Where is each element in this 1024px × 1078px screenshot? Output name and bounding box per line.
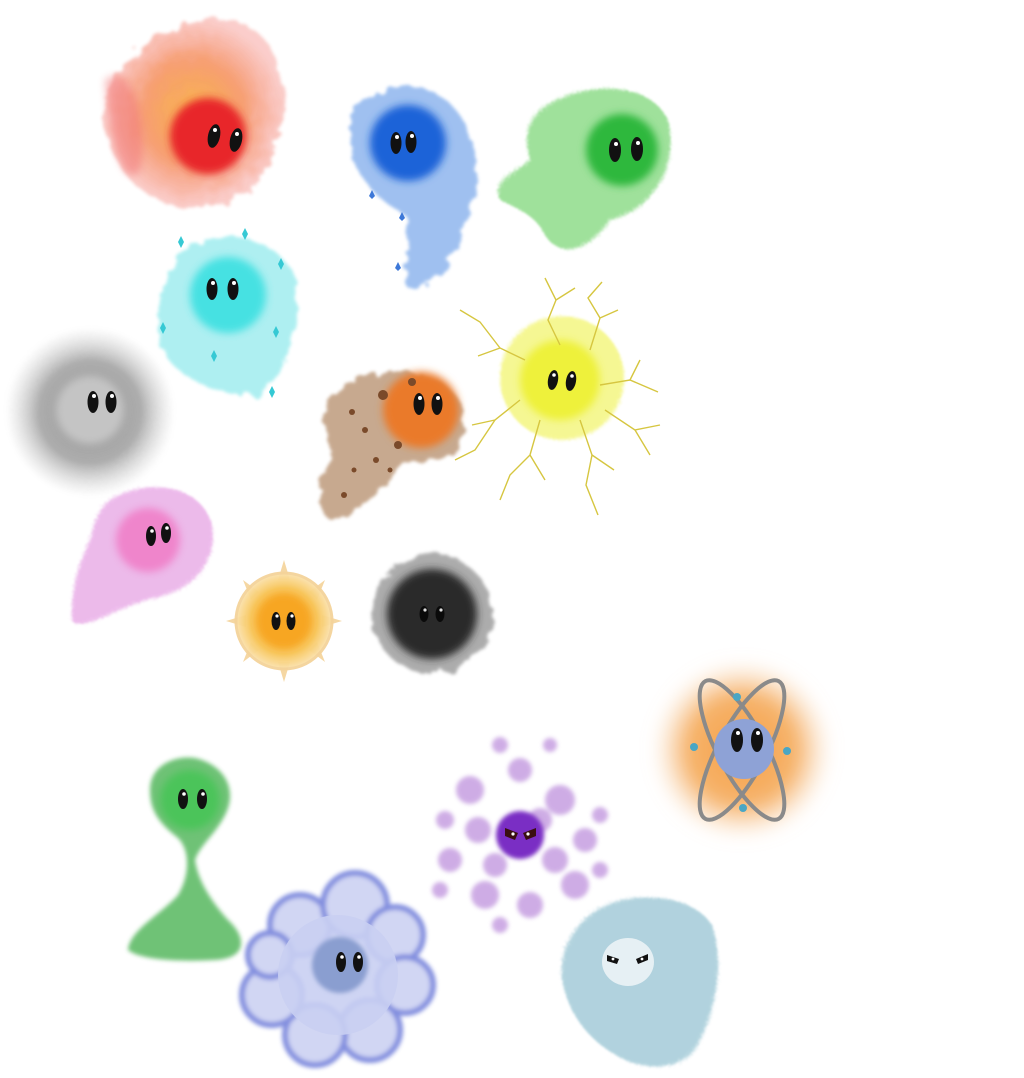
atom-spirit — [652, 660, 832, 840]
water-spirit — [350, 86, 477, 290]
smoke-spirit-eyes — [87, 391, 117, 413]
earth-spirit — [318, 370, 464, 520]
poison-spirit-eyes — [505, 828, 536, 840]
shadow-spirit-eyes — [419, 606, 445, 622]
water-spirit-eyes — [390, 131, 417, 154]
shadow-spirit — [372, 554, 492, 674]
fire-spirit-eyes — [207, 124, 243, 152]
atom-spirit-eyes — [731, 728, 763, 752]
earth-rocks — [341, 378, 416, 498]
lightning-spirit — [454, 277, 661, 516]
atom-electrons — [690, 693, 791, 812]
lightning-bolts — [454, 277, 661, 516]
wind-spirit-eyes — [607, 954, 648, 964]
fairy-spirit — [71, 487, 213, 624]
lightning-spirit-eyes — [547, 370, 577, 391]
fairy-spirit-eyes — [146, 523, 171, 546]
nature-spirit — [497, 88, 671, 250]
poison-spirit — [432, 737, 608, 933]
cloud-spirit — [239, 870, 436, 1068]
light-spirit-eyes — [271, 612, 296, 630]
light-spirit — [226, 560, 342, 682]
slime-spirit — [128, 757, 242, 961]
poison-bubbles — [432, 737, 608, 933]
wind-spirit — [561, 897, 719, 1067]
earth-spirit-eyes — [413, 393, 443, 415]
smoke-spirit — [5, 327, 175, 497]
cloud-spirit-eyes — [336, 952, 363, 972]
slime-spirit-eyes — [178, 789, 207, 809]
nature-spirit-eyes — [609, 137, 643, 162]
ice-spirit-eyes — [206, 278, 239, 300]
fire-spirit — [104, 18, 284, 208]
ice-spirit — [157, 228, 297, 398]
ice-crystals — [160, 228, 284, 398]
